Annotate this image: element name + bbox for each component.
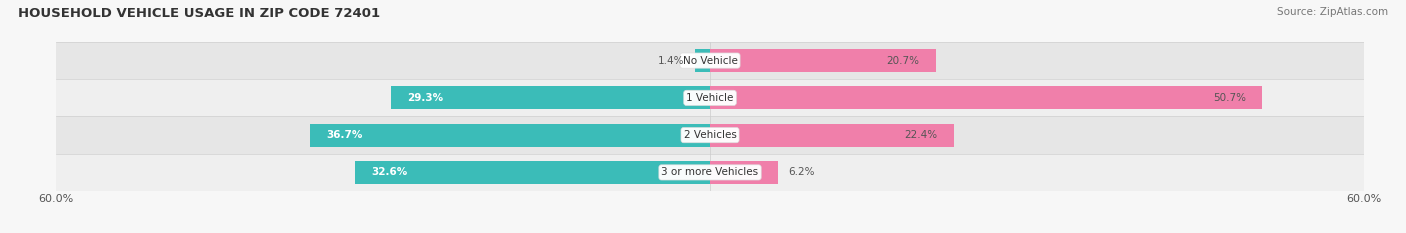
Text: 22.4%: 22.4% — [904, 130, 938, 140]
Text: No Vehicle: No Vehicle — [682, 56, 738, 65]
Bar — [56, 116, 1364, 154]
Text: Source: ZipAtlas.com: Source: ZipAtlas.com — [1277, 7, 1388, 17]
Text: 2 Vehicles: 2 Vehicles — [683, 130, 737, 140]
Bar — [311, 123, 710, 147]
Bar — [354, 161, 710, 184]
Text: 6.2%: 6.2% — [789, 168, 815, 177]
Text: 1 Vehicle: 1 Vehicle — [686, 93, 734, 103]
Text: 1.4%: 1.4% — [658, 56, 683, 65]
Text: 20.7%: 20.7% — [886, 56, 920, 65]
Bar — [695, 49, 710, 72]
Bar — [56, 154, 1364, 191]
Bar — [391, 86, 710, 110]
Text: 50.7%: 50.7% — [1213, 93, 1246, 103]
Text: 29.3%: 29.3% — [408, 93, 443, 103]
Text: 32.6%: 32.6% — [371, 168, 408, 177]
Text: 3 or more Vehicles: 3 or more Vehicles — [661, 168, 759, 177]
Text: HOUSEHOLD VEHICLE USAGE IN ZIP CODE 72401: HOUSEHOLD VEHICLE USAGE IN ZIP CODE 7240… — [18, 7, 381, 20]
Bar — [710, 123, 955, 147]
Bar — [710, 49, 935, 72]
Bar — [56, 42, 1364, 79]
Bar — [56, 79, 1364, 116]
Bar — [710, 161, 778, 184]
Text: 36.7%: 36.7% — [326, 130, 363, 140]
Bar — [710, 86, 1263, 110]
